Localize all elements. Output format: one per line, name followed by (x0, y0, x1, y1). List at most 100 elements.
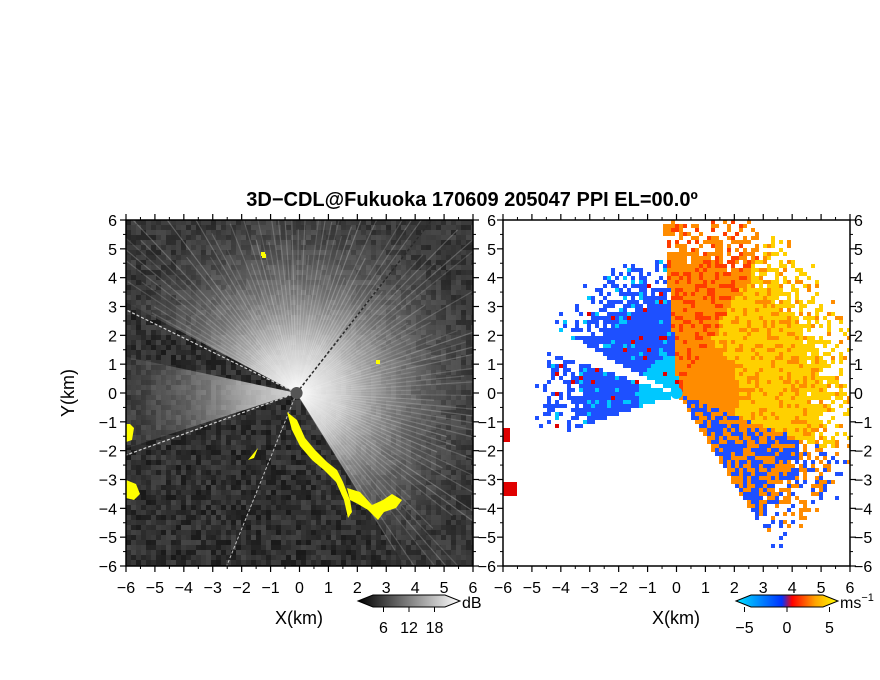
noise-cell (166, 550, 171, 555)
noise-cell (191, 515, 196, 520)
noise-cell (251, 545, 256, 550)
noise-cell (336, 560, 341, 565)
noise-cell (316, 545, 321, 550)
noise-cell (126, 335, 131, 340)
noise-cell (171, 495, 176, 500)
noise-cell (226, 525, 231, 530)
noise-cell (156, 445, 161, 450)
noise-cell (291, 535, 296, 540)
noise-cell (226, 435, 231, 440)
noise-cell (176, 355, 181, 360)
noise-cell (331, 485, 336, 490)
noise-cell (286, 555, 291, 560)
noise-cell (196, 425, 201, 430)
noise-cell (131, 500, 136, 505)
noise-cell (306, 495, 311, 500)
noise-cell (151, 495, 156, 500)
noise-cell (321, 475, 326, 480)
noise-cell (131, 475, 136, 480)
noise-cell (171, 450, 176, 455)
noise-cell (126, 510, 131, 515)
noise-cell (221, 505, 226, 510)
noise-cell (161, 355, 166, 360)
noise-cell (161, 445, 166, 450)
noise-cell (306, 410, 311, 415)
noise-cell (251, 415, 256, 420)
noise-cell (171, 485, 176, 490)
noise-cell (146, 340, 151, 345)
noise-cell (261, 530, 266, 535)
noise-cell (141, 310, 146, 315)
noise-cell (181, 470, 186, 475)
noise-cell (206, 500, 211, 505)
noise-cell (166, 560, 171, 565)
noise-cell (186, 440, 191, 445)
noise-cell (136, 550, 141, 555)
noise-cell (231, 425, 236, 430)
reflectivity-streak (243, 220, 298, 394)
noise-cell (276, 415, 281, 420)
noise-cell (161, 500, 166, 505)
noise-cell (286, 505, 291, 510)
noise-cell (311, 505, 316, 510)
noise-cell (276, 420, 281, 425)
noise-cell (211, 360, 216, 365)
noise-cell (216, 370, 221, 375)
noise-cell (256, 560, 261, 565)
noise-cell (166, 555, 171, 560)
noise-cell (136, 485, 141, 490)
noise-cell (366, 535, 371, 540)
noise-cell (156, 350, 161, 355)
noise-cell (201, 560, 206, 565)
noise-cell (261, 535, 266, 540)
noise-cell (276, 425, 281, 430)
noise-cell (176, 475, 181, 480)
reflectivity-streak (296, 341, 467, 394)
noise-cell (331, 460, 336, 465)
noise-cell (181, 520, 186, 525)
noise-cell (186, 445, 191, 450)
noise-cell (171, 510, 176, 515)
noise-cell (251, 515, 256, 520)
noise-cell (346, 535, 351, 540)
noise-cell (266, 440, 271, 445)
noise-cell (321, 455, 326, 460)
reflectivity-streak (296, 353, 473, 394)
noise-cell (181, 475, 186, 480)
reflectivity-streak (296, 367, 473, 394)
noise-cell (251, 410, 256, 415)
noise-cell (231, 435, 236, 440)
noise-cell (156, 505, 161, 510)
noise-cell (216, 470, 221, 475)
noise-cell (126, 535, 131, 540)
noise-cell (311, 485, 316, 490)
reflectivity-streak (296, 220, 340, 394)
noise-cell (226, 365, 231, 370)
noise-cell (176, 485, 181, 490)
noise-cell (196, 440, 201, 445)
noise-cell (371, 515, 376, 520)
noise-cell (176, 435, 181, 440)
noise-cell (246, 545, 251, 550)
noise-cell (306, 485, 311, 490)
noise-cell (246, 365, 251, 370)
noise-cell (146, 465, 151, 470)
noise-cell (211, 490, 216, 495)
noise-cell (191, 455, 196, 460)
noise-cell (216, 440, 221, 445)
noise-cell (291, 560, 296, 565)
noise-cell (261, 495, 266, 500)
noise-cell (271, 380, 276, 385)
noise-cell (271, 550, 276, 555)
noise-cell (331, 500, 336, 505)
noise-cell (351, 500, 356, 505)
noise-cell (146, 440, 151, 445)
noise-cell (186, 460, 191, 465)
noise-cell (166, 455, 171, 460)
noise-cell (291, 465, 296, 470)
noise-cell (206, 440, 211, 445)
noise-cell (296, 455, 301, 460)
noise-cell (186, 535, 191, 540)
noise-cell (176, 545, 181, 550)
noise-cell (246, 490, 251, 495)
